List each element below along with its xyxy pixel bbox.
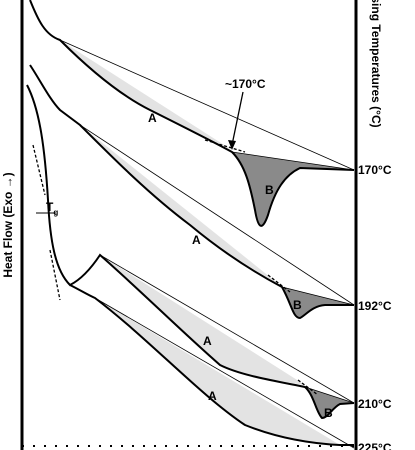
transition-annotation: ~170°C [225, 77, 266, 91]
tg-sub: g [53, 208, 58, 217]
region-a-4 [95, 298, 340, 445]
temperature-label: 192°C [358, 299, 392, 313]
region-a-1 [60, 40, 232, 150]
curve-1 [29, 0, 355, 227]
region-a-label: A [192, 233, 201, 247]
baseline-2 [79, 124, 355, 306]
tg-label: Tg [46, 200, 58, 217]
right-axis-label: Processing Temperatures (°C) [369, 0, 383, 128]
temperature-label: 170°C [358, 163, 392, 177]
curve-3 [26, 84, 355, 420]
baseline-3 [99, 254, 355, 404]
temperature-label: 225°C [358, 441, 392, 450]
baseline-4 [94, 297, 355, 449]
temperature-label: 210°C [358, 397, 392, 411]
region-b-label: B [265, 183, 274, 197]
curve-2 [29, 64, 354, 320]
region-a-3 [100, 255, 305, 385]
baseline-1 [59, 39, 355, 171]
region-a-label: A [203, 334, 212, 348]
region-a-2 [80, 125, 280, 285]
region-b-label: B [324, 406, 333, 420]
region-a-label: A [148, 111, 157, 125]
onset-tangent-1 [204, 139, 246, 153]
left-axis-label: Heat Flow (Exo →) [1, 172, 15, 277]
transition-arrow [231, 91, 244, 146]
region-b-label: B [293, 298, 302, 312]
tg-tangent-upper [32, 144, 46, 196]
arrow-head [228, 140, 236, 150]
onset-tangent-3 [297, 379, 319, 396]
tg-tangent-lower [49, 249, 61, 301]
curve-4 [69, 284, 354, 446]
region-a-label: A [208, 389, 217, 403]
tg-main: T [46, 200, 54, 214]
